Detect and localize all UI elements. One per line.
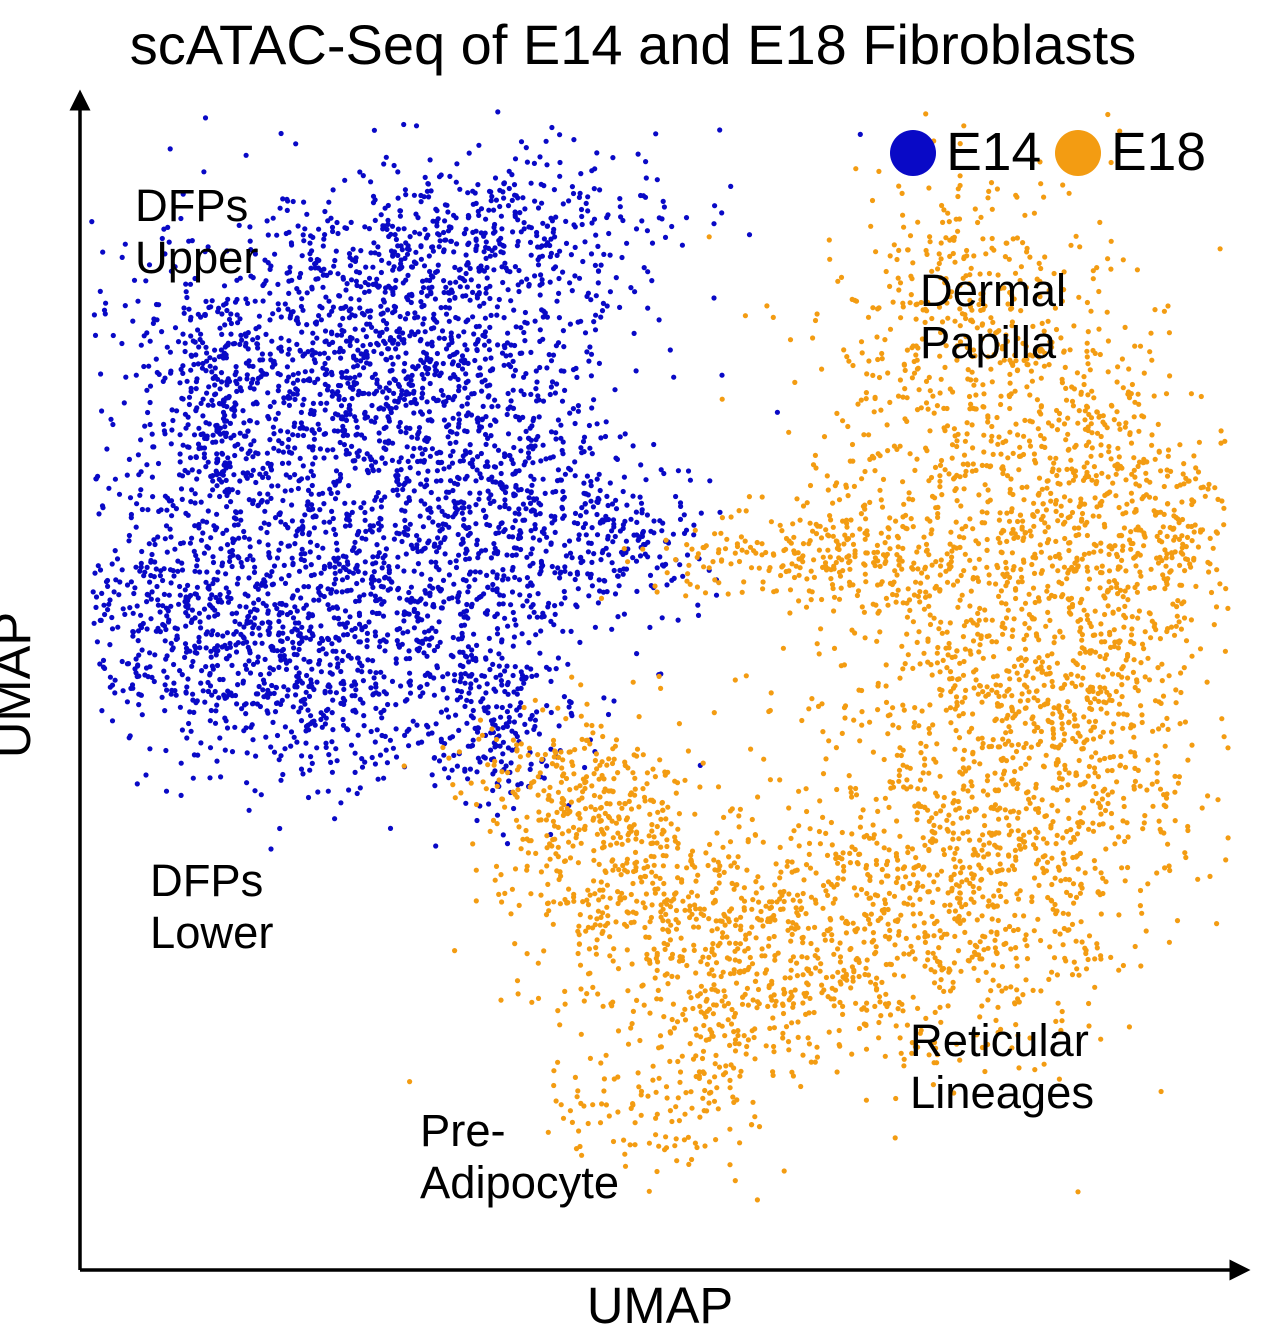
cluster-annotation: Pre- Adipocyte (420, 1105, 619, 1209)
cluster-annotation: Reticular Lineages (910, 1015, 1094, 1119)
legend-item-e18: E18 (1055, 122, 1206, 183)
cluster-annotation: DFPs Lower (150, 855, 273, 959)
y-axis-label: UMAP (0, 612, 42, 758)
legend: E14 E18 (890, 122, 1206, 183)
scatter-series-e18 (402, 111, 1231, 1202)
legend-label: E18 (1111, 122, 1206, 183)
cluster-annotation: DFPs Upper (135, 180, 258, 284)
umap-figure: scATAC-Seq of E14 and E18 Fibroblasts UM… (0, 0, 1266, 1338)
legend-swatch-icon (1055, 130, 1101, 176)
legend-label: E14 (946, 122, 1041, 183)
legend-item-e14: E14 (890, 122, 1041, 183)
x-axis-label: UMAP (587, 1276, 733, 1335)
cluster-annotation: Dermal Papilla (920, 265, 1066, 369)
legend-swatch-icon (890, 130, 936, 176)
